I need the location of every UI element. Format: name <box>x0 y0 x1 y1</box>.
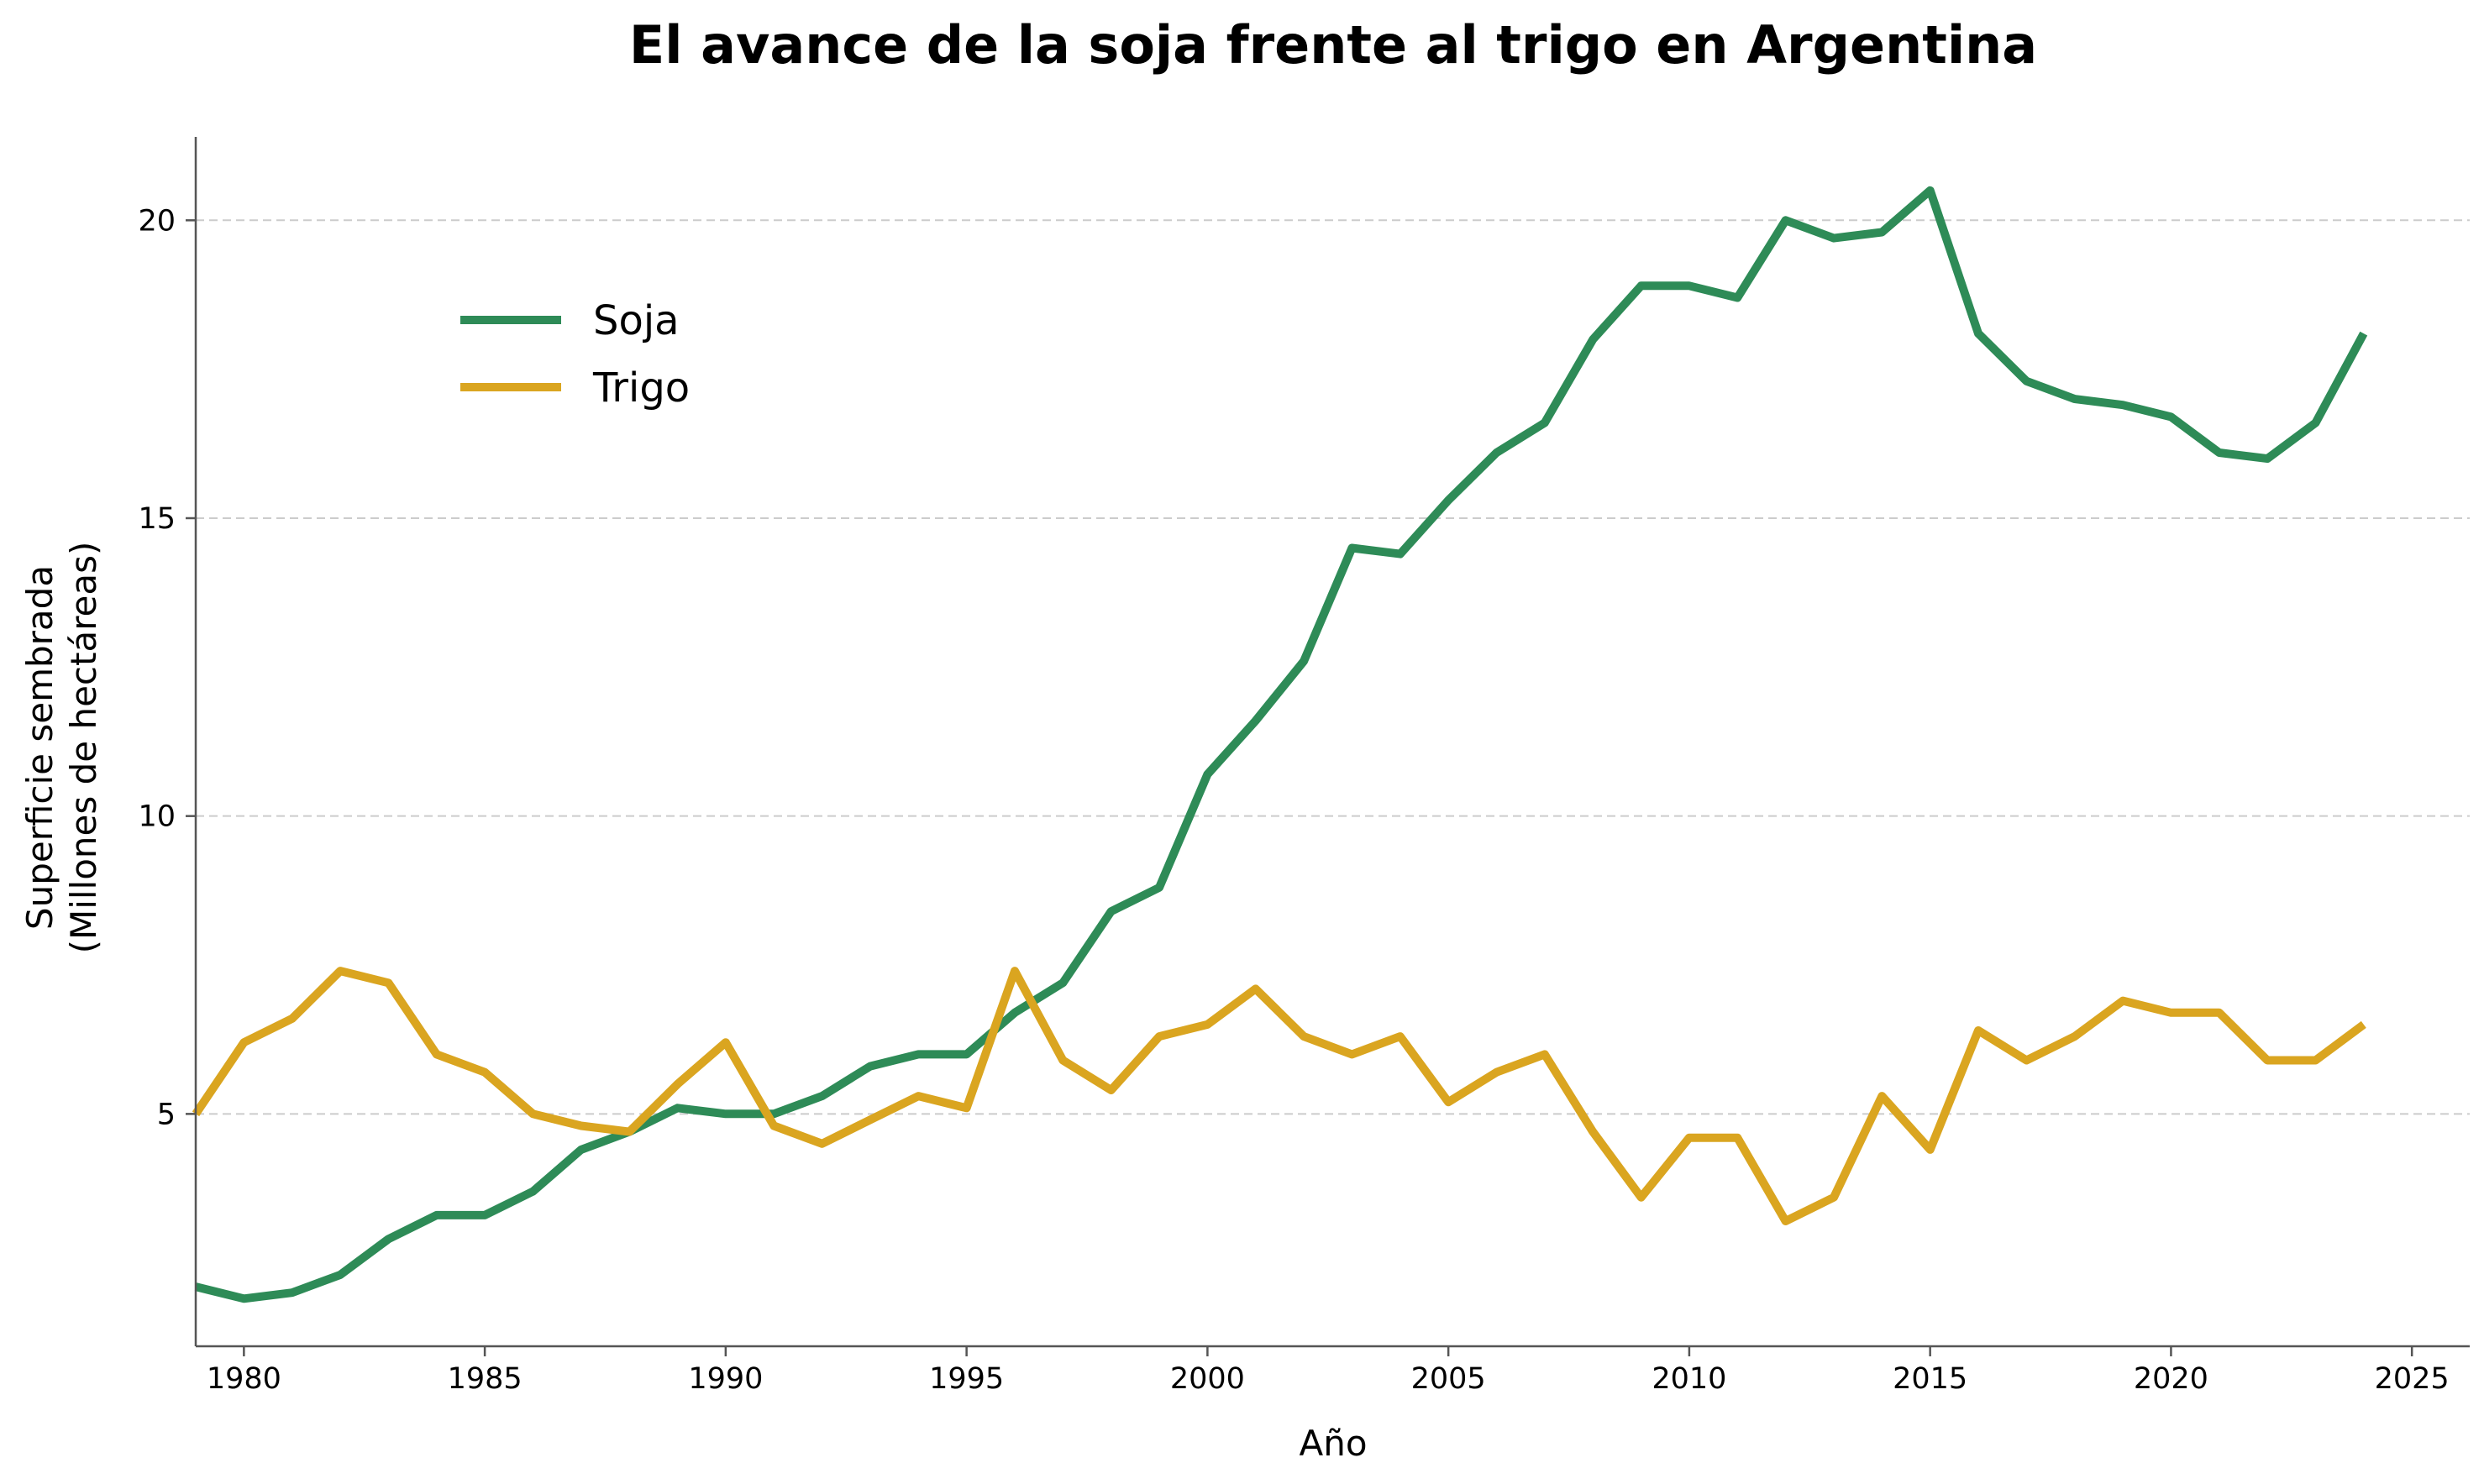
y-tick-label: 20 <box>138 204 176 238</box>
x-tick-label: 1980 <box>207 1362 281 1396</box>
grid-lines <box>196 219 2470 1115</box>
x-tick-label: 1985 <box>448 1362 523 1396</box>
chart-title: El avance de la soja frente al trigo en … <box>629 14 2037 76</box>
legend: Soja Trigo <box>460 297 690 412</box>
legend-label-soja: Soja <box>593 297 680 344</box>
y-tick-label: 5 <box>157 1098 176 1131</box>
legend-label-trigo: Trigo <box>592 364 690 412</box>
x-tick-label: 1995 <box>929 1362 1004 1396</box>
x-tick-label: 2015 <box>1893 1362 1967 1396</box>
series-line-trigo <box>192 967 2366 1225</box>
series-lines <box>192 186 2368 1303</box>
x-axis-label: Año <box>1299 1423 1367 1464</box>
y-axis-label-line-2: (Millones de hectáreas) <box>63 542 104 954</box>
x-tick-label: 2025 <box>2375 1362 2450 1396</box>
x-tick-label: 1990 <box>688 1362 763 1396</box>
x-tick-label: 2010 <box>1652 1362 1726 1396</box>
y-tick-label: 15 <box>138 502 176 536</box>
x-tick-label: 2020 <box>2134 1362 2208 1396</box>
y-axis-label: Superficie sembrada (Millones de hectáre… <box>19 542 104 954</box>
series-line-soja <box>194 186 2368 1303</box>
axes: 1980 1985 1990 1995 2000 2005 2010 2015 2020 2025… <box>138 137 2470 1396</box>
y-tick-label: 10 <box>138 800 176 834</box>
x-tick-label: 2005 <box>1411 1362 1486 1396</box>
x-tick-label: 2000 <box>1170 1362 1245 1396</box>
y-axis-label-line-1: Superficie sembrada <box>19 565 60 930</box>
